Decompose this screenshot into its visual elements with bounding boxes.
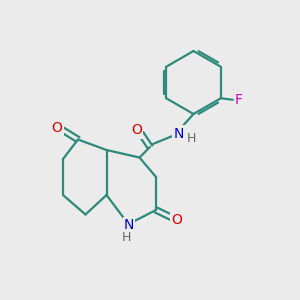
Text: N: N bbox=[173, 127, 184, 140]
Text: O: O bbox=[52, 121, 62, 134]
Text: O: O bbox=[131, 124, 142, 137]
Text: N: N bbox=[124, 218, 134, 232]
Text: H: H bbox=[186, 132, 196, 146]
Text: F: F bbox=[235, 93, 243, 107]
Text: H: H bbox=[121, 231, 131, 244]
Text: O: O bbox=[172, 214, 182, 227]
